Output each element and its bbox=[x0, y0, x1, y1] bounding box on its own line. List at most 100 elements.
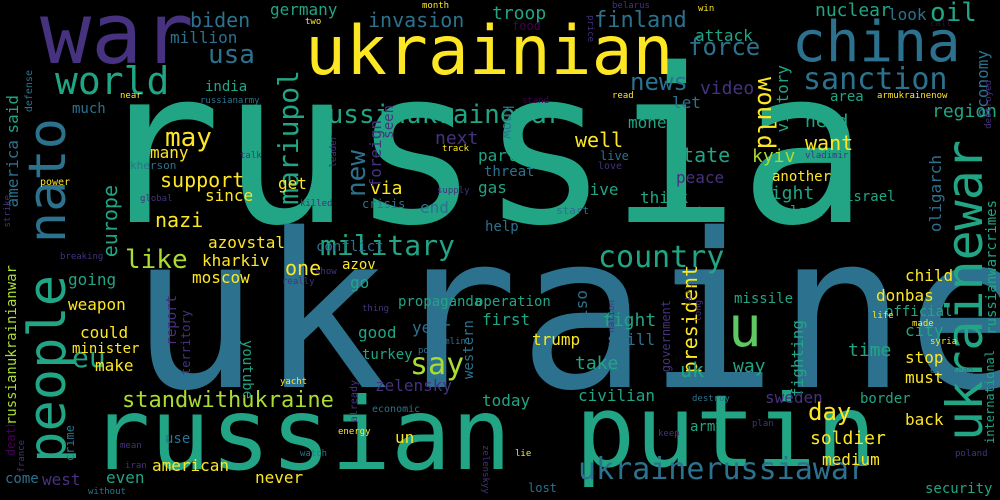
word-sanction: sanction bbox=[803, 62, 948, 97]
word-time: time bbox=[848, 340, 892, 361]
word-youtube: youtube bbox=[239, 340, 255, 400]
word-come: come bbox=[5, 471, 39, 487]
word-kharkiv: kharkiv bbox=[202, 251, 270, 270]
word-many: many bbox=[150, 143, 189, 162]
word-supply: supply bbox=[437, 186, 470, 196]
word-biden: biden bbox=[190, 8, 251, 32]
word-putin: putin bbox=[575, 373, 877, 490]
word-border: border bbox=[860, 391, 911, 407]
word-un: un bbox=[395, 428, 415, 447]
word-energy: energy bbox=[338, 427, 371, 437]
word-zelenskyy: zelenskyy bbox=[480, 445, 490, 494]
word-way: way bbox=[733, 356, 766, 377]
word-win: win bbox=[698, 4, 715, 14]
word-track: track bbox=[442, 144, 470, 154]
word-russian: russian bbox=[90, 376, 512, 493]
word-never: never bbox=[255, 468, 304, 487]
word-last: last bbox=[790, 204, 824, 220]
word-ukrainerussiawar: ukrainerussiawar bbox=[578, 452, 867, 487]
word-want: want bbox=[805, 131, 854, 155]
word-destroyed: destroyed bbox=[984, 80, 994, 129]
word-territory: territory bbox=[179, 310, 193, 376]
word-know: know bbox=[499, 105, 515, 139]
word-destroy: destroy bbox=[692, 394, 730, 404]
word-still: still bbox=[607, 330, 656, 349]
word-breaking: breaking bbox=[60, 252, 104, 262]
word-without: without bbox=[88, 487, 126, 497]
word-international: international bbox=[983, 350, 997, 444]
word-point: point bbox=[418, 346, 446, 356]
word-american: american bbox=[152, 456, 230, 475]
word-read: read bbox=[612, 91, 634, 101]
word-west: west bbox=[42, 470, 81, 489]
word-peace: peace bbox=[676, 168, 725, 187]
word-minister: minister bbox=[72, 341, 140, 357]
word-support: support bbox=[160, 168, 245, 192]
word-uk: uk bbox=[680, 358, 705, 382]
word-donbas: donbas bbox=[876, 286, 934, 305]
word-oil: oil bbox=[930, 0, 977, 28]
word-nazi: nazi bbox=[155, 208, 204, 232]
word-power: power bbox=[40, 177, 71, 188]
word-get: get bbox=[278, 174, 307, 193]
word-leader: leader bbox=[329, 135, 339, 168]
word-russia: russia bbox=[92, 22, 869, 273]
word-start: start bbox=[556, 204, 590, 217]
word-iran: iran bbox=[125, 461, 147, 471]
word-call: call bbox=[930, 19, 952, 29]
word-seen: seen bbox=[381, 105, 397, 139]
word-right: right bbox=[760, 183, 815, 204]
word-part: part bbox=[478, 146, 517, 165]
word-force: force bbox=[688, 33, 761, 61]
word-month: month bbox=[422, 1, 450, 11]
word-european: european bbox=[930, 366, 974, 376]
word-stand: stand bbox=[522, 96, 550, 106]
word-going: going bbox=[68, 270, 117, 289]
word-plan: plan bbox=[752, 419, 774, 429]
word-economic: economic bbox=[372, 404, 421, 415]
word-also: also bbox=[572, 290, 591, 329]
word-standwithukraine: standwithukraine bbox=[122, 388, 334, 413]
word-war: war bbox=[40, 0, 194, 84]
word-security: security bbox=[925, 481, 993, 497]
word-think: think bbox=[640, 188, 689, 207]
word-russianukrainianwar: russianukrainianwar bbox=[4, 265, 20, 426]
word-armukrainenow: armukrainenow bbox=[877, 91, 948, 101]
word-propaganda: propaganda bbox=[398, 294, 483, 310]
word-report: report bbox=[164, 295, 180, 346]
word-city: city bbox=[905, 321, 944, 340]
word-food: food bbox=[512, 19, 541, 33]
word-conflict: conflict bbox=[316, 239, 384, 255]
word-vladimir: vladimir bbox=[805, 151, 849, 161]
word-crime: crime bbox=[63, 425, 77, 462]
word-watch: watch bbox=[300, 449, 328, 459]
word-money: money bbox=[628, 113, 677, 132]
word-azov: azov bbox=[342, 257, 376, 273]
word-kherson: kherson bbox=[130, 159, 177, 172]
word-moscow: moscow bbox=[192, 268, 250, 287]
word-show: show bbox=[315, 267, 337, 277]
word-soldier: soldier bbox=[810, 428, 886, 449]
word-trump: trump bbox=[532, 330, 581, 349]
word-let: let bbox=[672, 93, 701, 112]
word-russiaukrainewar: russiaukrainewar bbox=[312, 100, 563, 130]
word-finland: finland bbox=[594, 8, 687, 33]
word-made: made bbox=[912, 319, 934, 329]
word-said: said bbox=[3, 95, 22, 134]
word-much: much bbox=[72, 101, 106, 117]
word-invasion: invasion bbox=[368, 8, 465, 32]
word-year: year bbox=[412, 318, 451, 337]
word-threat: threat bbox=[484, 164, 535, 180]
word-long: long bbox=[694, 300, 704, 322]
word-say: say bbox=[410, 347, 465, 382]
word-death: death bbox=[4, 420, 18, 457]
word-child: child bbox=[905, 266, 954, 285]
word-official: official bbox=[885, 304, 953, 320]
word-well: well bbox=[575, 128, 624, 152]
word-germany: germany bbox=[270, 0, 338, 19]
word-good: good bbox=[358, 323, 397, 342]
word-global: global bbox=[140, 194, 173, 204]
word-india: india bbox=[205, 79, 248, 95]
word-victory: victory bbox=[773, 65, 792, 133]
